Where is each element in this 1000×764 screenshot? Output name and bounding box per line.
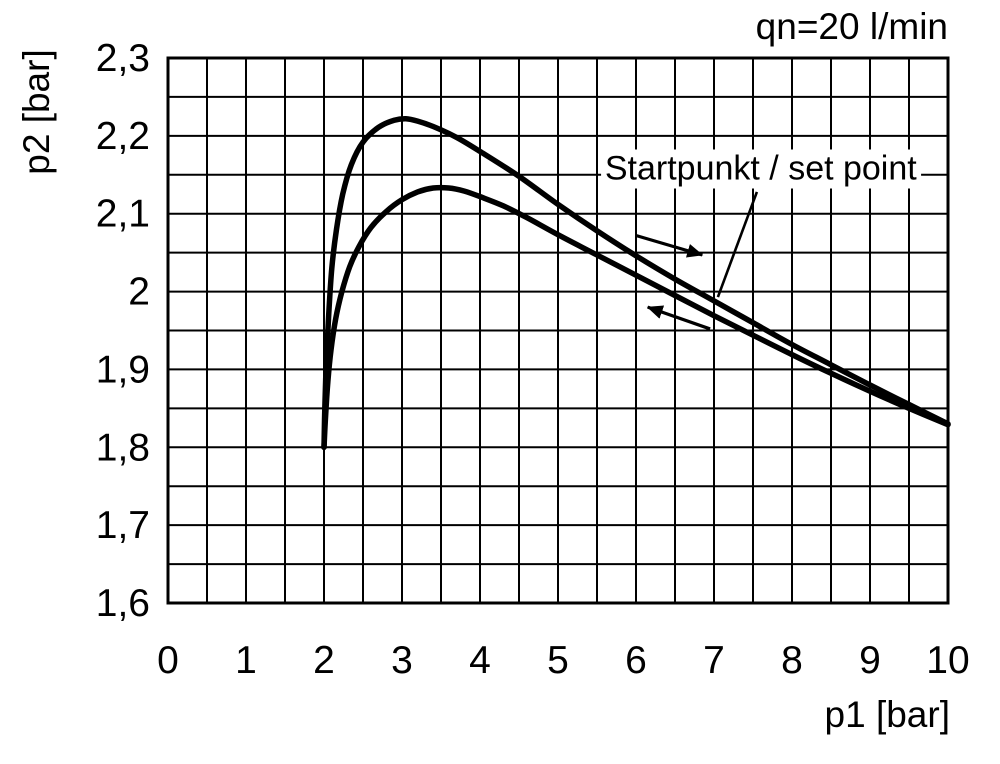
x-tick-label: 3 xyxy=(391,639,413,682)
y-tick-label: 1,7 xyxy=(96,504,150,547)
chart-title: qn=20 l/min xyxy=(755,6,948,47)
y-tick-label: 2,2 xyxy=(96,115,150,158)
y-tick-label: 2 xyxy=(128,271,150,314)
direction-arrow-right-icon xyxy=(635,233,704,258)
y-tick-label: 1,6 xyxy=(96,582,150,625)
x-tick-label: 4 xyxy=(469,639,491,682)
y-tick-label: 2,3 xyxy=(96,37,150,80)
setpoint-annotation: Startpunkt / set point xyxy=(600,149,921,189)
x-tick-label: 1 xyxy=(235,639,257,682)
y-tick-label: 1,8 xyxy=(96,426,150,469)
curve-lower xyxy=(321,184,951,451)
x-tick-label: 8 xyxy=(781,639,803,682)
x-tick-label: 9 xyxy=(859,639,881,682)
x-tick-label: 10 xyxy=(926,639,969,682)
y-tick-label: 2,1 xyxy=(96,193,150,236)
x-tick-label: 0 xyxy=(157,639,179,682)
annotation-leader-line xyxy=(716,191,759,298)
x-tick-label: 5 xyxy=(547,639,569,682)
curve-upper xyxy=(321,115,951,451)
x-tick-label: 2 xyxy=(313,639,335,682)
x-axis-label: p1 [bar] xyxy=(824,694,950,735)
y-tick-label: 1,9 xyxy=(96,348,150,391)
plot-border xyxy=(166,56,950,605)
direction-arrow-left-icon xyxy=(646,305,711,331)
x-tick-label: 6 xyxy=(625,639,647,682)
x-tick-label: 7 xyxy=(703,639,725,682)
y-axis-label: p2 [bar] xyxy=(16,49,57,175)
